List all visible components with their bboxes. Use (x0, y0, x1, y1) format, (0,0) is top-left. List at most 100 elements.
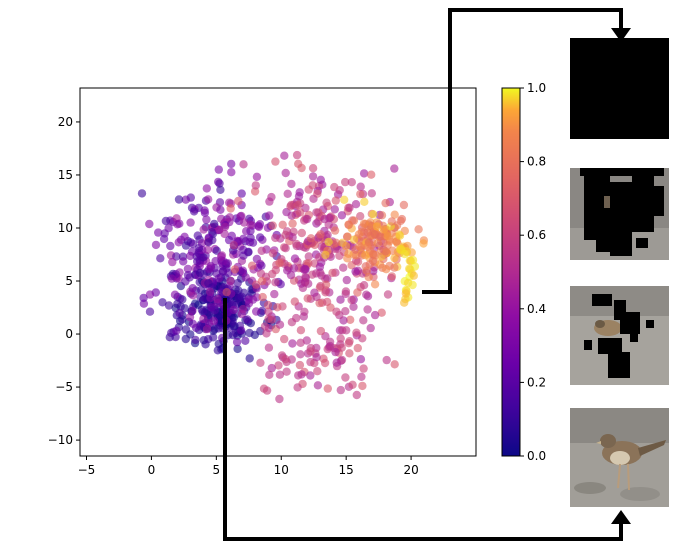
scatter-point (223, 259, 232, 268)
scatter-point (360, 197, 369, 206)
scatter-point (161, 216, 171, 226)
y-tick-label: 10 (58, 221, 73, 235)
scatter-point (237, 189, 246, 198)
scatter-point (239, 234, 248, 243)
scatter-point (296, 350, 305, 359)
scatter-point (359, 219, 369, 228)
x-tick-label: −5 (78, 463, 96, 477)
scatter-point (241, 336, 250, 345)
scatter-point (359, 281, 369, 290)
scatter-point (275, 370, 285, 379)
scatter-point (199, 253, 208, 262)
x-tick-label: 10 (274, 463, 289, 477)
scatter-point (228, 317, 237, 326)
scatter-point (304, 252, 313, 261)
scatter-point (227, 159, 236, 169)
colorbar-tick-label: 0.2 (527, 375, 546, 389)
scatter-point (293, 383, 302, 392)
scatter-point (264, 343, 274, 352)
scatter-point-highlight (409, 271, 418, 280)
scatter-point (341, 177, 350, 187)
scatter-point (343, 254, 352, 263)
scatter-point (268, 249, 278, 258)
scatter-point (390, 210, 399, 219)
scatter-point (245, 328, 254, 338)
scatter-point (181, 334, 190, 344)
scatter-point-highlight (400, 298, 409, 307)
scatter-point (341, 373, 350, 382)
scatter-point (181, 325, 191, 334)
scatter-point (188, 319, 198, 328)
scatter-point (262, 329, 271, 338)
scatter-point (332, 358, 341, 367)
scatter-point (356, 182, 365, 191)
scatter-point (260, 322, 270, 331)
scatter-point (202, 184, 211, 193)
scatter-point (297, 279, 306, 288)
scatter-point (281, 168, 290, 178)
scatter-point (370, 310, 380, 320)
scatter-point (316, 230, 325, 239)
scatter-point (330, 182, 339, 192)
scatter-point (240, 218, 249, 227)
scatter-point (188, 306, 197, 315)
scatter-point (227, 168, 236, 177)
scatter-point (351, 267, 360, 276)
scatter-point (241, 273, 250, 282)
scatter-point (340, 195, 349, 204)
scatter-point (200, 206, 209, 215)
scatter-point (289, 264, 299, 273)
scatter-point (188, 284, 197, 293)
x-axis: −5 0 5 10 15 20 (78, 456, 419, 477)
scatter-point (199, 225, 208, 234)
masked-image-all-black (570, 38, 669, 139)
scatter-point (214, 165, 223, 174)
scatter-point (290, 297, 299, 306)
scatter-point (222, 288, 231, 297)
scatter-point (287, 179, 296, 189)
scatter-point (296, 326, 306, 335)
scatter-point (175, 308, 184, 318)
scatter-point (248, 238, 258, 247)
scatter-point (287, 211, 296, 220)
scatter-point (256, 358, 265, 367)
scatter-point (185, 312, 195, 322)
scatter-point (302, 214, 312, 224)
scatter-point (347, 295, 356, 305)
scatter-point (186, 218, 195, 227)
scatter-point (343, 232, 352, 241)
scatter-point (383, 232, 392, 241)
scatter-point (180, 232, 189, 241)
scatter-point (346, 315, 355, 324)
scatter-point (233, 344, 242, 354)
scatter-point (328, 268, 337, 278)
scatter-point (297, 228, 306, 238)
scatter-point (164, 301, 174, 310)
scatter-point (315, 262, 325, 272)
scatter-point (366, 323, 375, 333)
scatter-point (330, 205, 339, 214)
scatter-point (186, 251, 195, 261)
scatter-point (330, 226, 340, 235)
scatter-point (294, 192, 304, 201)
scatter-point (367, 170, 376, 179)
scatter-point (358, 381, 367, 391)
scatter-point (363, 242, 372, 251)
scatter-point (281, 244, 290, 253)
scatter-point (212, 269, 221, 278)
scatter-point (359, 316, 368, 325)
scatter-point (170, 290, 180, 299)
scatter-point (189, 207, 199, 216)
scatter-point (377, 308, 386, 317)
scatter-point (181, 277, 190, 286)
scatter-point (342, 275, 351, 285)
scatter-point (226, 276, 235, 286)
y-tick-label: 15 (58, 168, 73, 182)
scatter-point (286, 202, 295, 211)
scatter-point (199, 314, 208, 324)
scatter-point (331, 196, 340, 205)
scatter-point (352, 390, 361, 400)
scatter-point (273, 303, 282, 312)
scatter-point (341, 307, 350, 316)
scatter-point (387, 272, 397, 281)
